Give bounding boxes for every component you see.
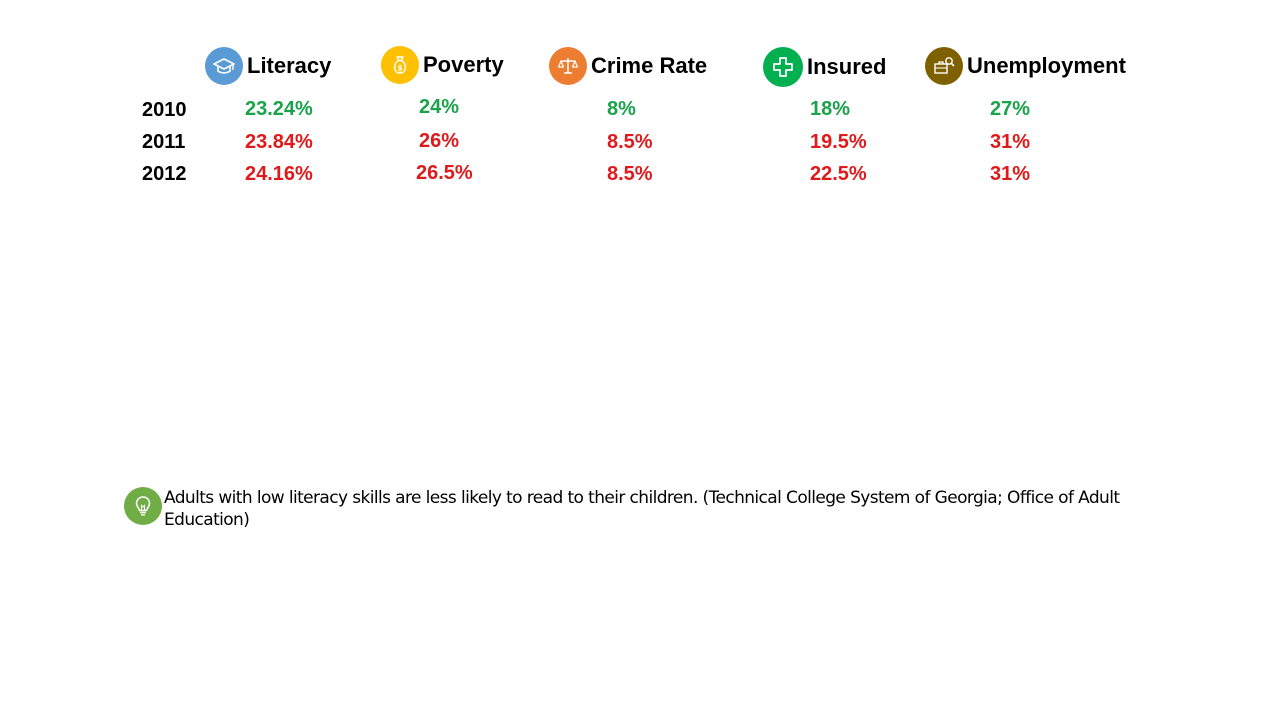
year-label: 2010 [142,99,187,121]
column-label: Poverty [423,52,504,77]
job-search-icon [925,47,963,85]
scales-icon [549,47,587,85]
lightbulb-icon [124,487,162,525]
value-cell: 8.5% [607,131,653,153]
year-label: 2012 [142,163,187,185]
value-cell: 24.16% [245,163,313,185]
footnote: Adults with low literacy skills are less… [124,487,1144,531]
header-literacy: Literacy [205,47,331,85]
value-cell: 27% [990,98,1031,120]
header-insured: Insured [763,47,886,87]
value-cell: 31% [990,131,1031,153]
money-bag-icon: $ [381,46,419,84]
value-cell: 23.24% [245,98,313,120]
value-cell: 18% [810,98,851,120]
value-cell: 19.5% [810,131,867,153]
header-poverty: $ Poverty [381,46,504,84]
footnote-text: Adults with low literacy skills are less… [164,488,1120,530]
medical-cross-icon [763,47,803,87]
column-label: Literacy [247,53,332,78]
value-cell: 26% [419,130,460,152]
value-cell: 26.5% [416,162,473,184]
value-cell: 8% [607,98,636,120]
graduation-cap-icon [205,47,243,85]
column-label: Crime Rate [591,53,708,78]
header-unemployment: Unemployment [925,47,1126,85]
header-crime-rate: Crime Rate [549,47,707,85]
value-cell: 31% [990,163,1031,185]
year-label: 2011 [142,131,186,153]
svg-text:$: $ [397,64,403,73]
column-label: Insured [807,54,887,79]
value-cell: 8.5% [607,163,653,185]
value-cell: 23.84% [245,131,313,153]
column-label: Unemployment [967,53,1126,78]
value-cell: 24% [419,96,460,118]
value-cell: 22.5% [810,163,867,185]
